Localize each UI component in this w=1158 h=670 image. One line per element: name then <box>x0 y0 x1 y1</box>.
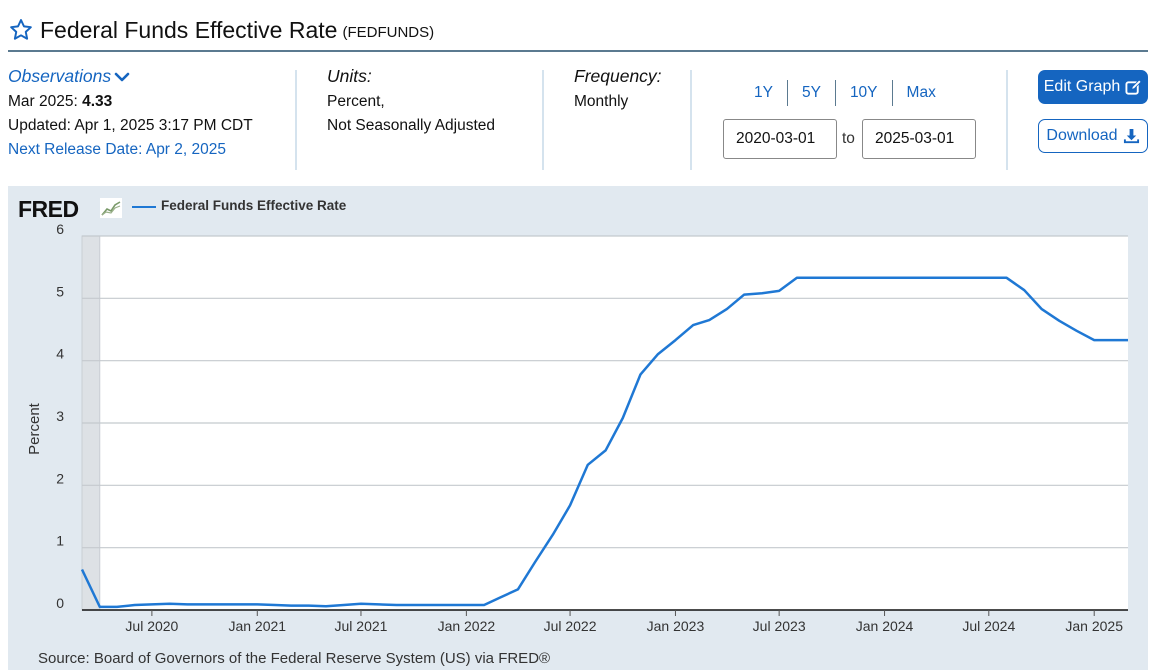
latest-observation: Mar 2025: 4.33 <box>8 93 253 111</box>
y-tick-label: 1 <box>56 533 64 549</box>
units-line2: Not Seasonally Adjusted <box>327 117 496 134</box>
units-label: Units: <box>327 66 372 86</box>
next-release-link[interactable]: Next Release Date: Apr 2, 2025 <box>8 141 226 158</box>
y-tick-label: 6 <box>56 221 64 237</box>
observations-block: Observations Mar 2025: 4.33 Updated: Apr… <box>8 66 253 159</box>
star-icon[interactable] <box>8 17 34 43</box>
updated-text: Updated: Apr 1, 2025 3:17 PM CDT <box>8 117 253 134</box>
divider <box>1006 70 1008 170</box>
divider <box>690 70 692 170</box>
range-5y-button[interactable]: 5Y <box>788 80 836 106</box>
x-tick-label: Jan 2022 <box>438 618 496 634</box>
to-label: to <box>842 130 855 147</box>
start-date-input[interactable] <box>723 119 837 159</box>
y-tick-label: 3 <box>56 408 64 424</box>
x-tick-label: Jan 2024 <box>856 618 914 634</box>
x-tick-label: Jan 2025 <box>1065 618 1123 634</box>
range-10y-button[interactable]: 10Y <box>836 80 893 106</box>
x-tick-label: Jul 2021 <box>335 618 388 634</box>
x-tick-label: Jan 2021 <box>228 618 286 634</box>
frequency-label: Frequency: <box>574 66 662 86</box>
x-tick-label: Jul 2022 <box>544 618 597 634</box>
frequency-value: Monthly <box>574 93 629 110</box>
series-id: (FEDFUNDS) <box>342 23 435 41</box>
end-date-input[interactable] <box>862 119 976 159</box>
title-bar: Federal Funds Effective Rate (FEDFUNDS) <box>8 10 1148 52</box>
x-tick-label: Jan 2023 <box>647 618 705 634</box>
source-note: Source: Board of Governors of the Federa… <box>38 650 551 667</box>
latest-date: Mar 2025: <box>8 93 78 110</box>
x-tick-label: Jul 2023 <box>753 618 806 634</box>
series-meta: Observations Mar 2025: 4.33 Updated: Apr… <box>0 66 1158 176</box>
x-tick-label: Jul 2024 <box>962 618 1015 634</box>
range-buttons: 1Y 5Y 10Y Max <box>740 80 950 106</box>
divider <box>295 70 297 170</box>
y-tick-label: 5 <box>56 283 64 299</box>
legend-swatch <box>132 206 156 208</box>
y-tick-label: 2 <box>56 470 64 486</box>
frequency-block: Frequency: Monthly <box>574 66 662 111</box>
fred-logo: FRED <box>18 196 79 222</box>
edit-graph-label: Edit Graph <box>1043 78 1121 95</box>
y-tick-label: 4 <box>56 346 64 362</box>
legend-label: Federal Funds Effective Rate <box>161 198 347 213</box>
observations-toggle[interactable]: Observations <box>8 66 130 87</box>
line-chart[interactable]: 0 1 2 3 4 5 6 Jul 2020 Jan 2021 Jul 2021 Jan 2022 J… <box>8 186 1148 646</box>
y-tick-label: 0 <box>56 595 64 611</box>
chart-panel: FRED Federal Funds Effective Rate 0 1 2 3 4 5… <box>8 186 1148 670</box>
download-label: Download <box>1046 127 1118 144</box>
series-line-fedfunds <box>80 276 1128 609</box>
page-title: Federal Funds Effective Rate <box>40 16 338 43</box>
download-icon <box>1123 128 1139 143</box>
observations-label: Observations <box>8 66 112 86</box>
range-1y-button[interactable]: 1Y <box>740 80 788 106</box>
range-max-button[interactable]: Max <box>906 84 936 101</box>
download-button[interactable]: Download <box>1038 119 1148 153</box>
y-axis-label: Percent <box>26 402 43 455</box>
fred-logo-graph-icon <box>100 198 122 218</box>
edit-icon <box>1125 78 1142 95</box>
divider <box>542 70 544 170</box>
chevron-down-icon <box>114 72 130 81</box>
latest-value: 4.33 <box>82 93 113 110</box>
units-line1: Percent, <box>327 93 385 110</box>
edit-graph-button[interactable]: Edit Graph <box>1038 70 1148 104</box>
x-tick-label: Jul 2020 <box>125 618 178 634</box>
units-block: Units: Percent, Not Seasonally Adjusted <box>327 66 495 135</box>
